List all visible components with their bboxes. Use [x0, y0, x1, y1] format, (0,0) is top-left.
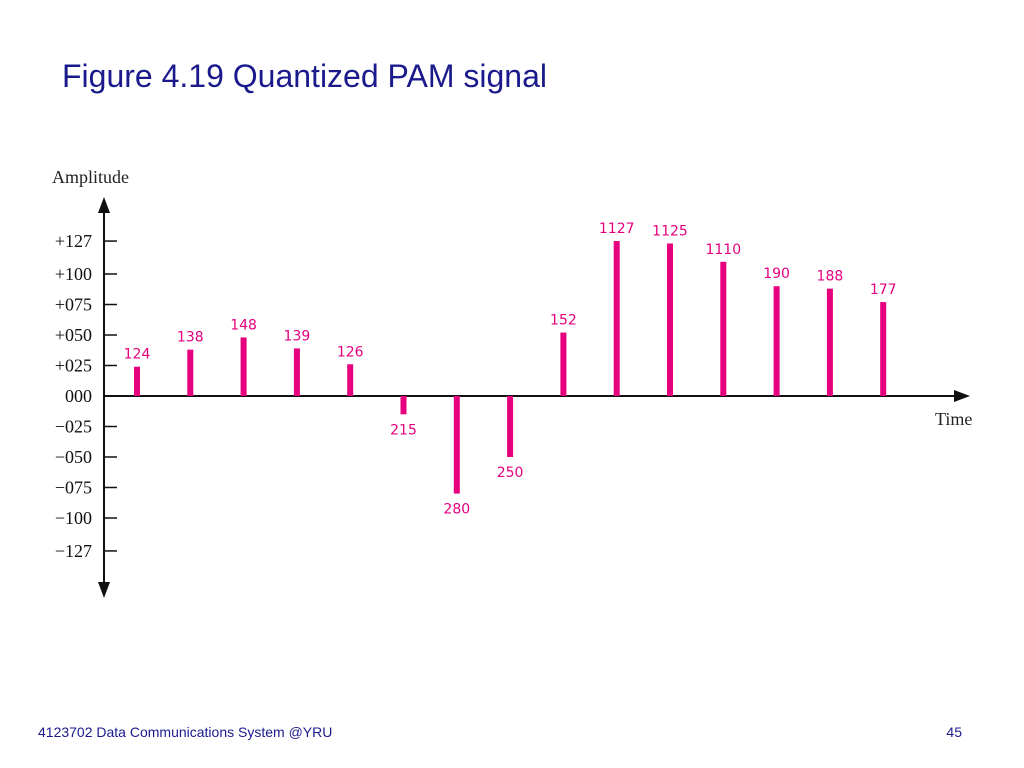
sample-label: 152 — [550, 313, 577, 329]
sample-bar — [773, 286, 780, 396]
y-axis-label: Amplitude — [52, 167, 129, 187]
y-tick-label: −100 — [55, 508, 92, 528]
sample-label: 215 — [390, 422, 417, 438]
sample-bar — [880, 302, 887, 396]
x-axis-label: Time — [935, 409, 972, 429]
sample-bar — [293, 348, 300, 396]
y-axis-arrow-down — [98, 582, 110, 598]
y-axis-arrow-up — [98, 197, 110, 213]
sample-bar — [560, 332, 567, 396]
axes — [98, 197, 970, 598]
sample-bar — [826, 288, 833, 396]
sample-bar — [400, 396, 407, 415]
y-tick-label: +100 — [55, 264, 92, 284]
y-tick-label: 000 — [65, 386, 92, 406]
sample-bar — [507, 396, 514, 457]
sample-label: 250 — [497, 465, 524, 481]
sample-bar — [667, 243, 673, 396]
y-tick-label: +050 — [55, 325, 92, 345]
sample-bars — [134, 241, 887, 494]
sample-label: 124 — [124, 347, 151, 363]
slide-title: Figure 4.19 Quantized PAM signal — [62, 58, 547, 94]
sample-bar — [720, 261, 727, 396]
sample-label: 1125 — [652, 224, 688, 240]
sample-label: 126 — [337, 344, 364, 360]
sample-bar — [187, 349, 194, 396]
y-tick-label: −025 — [55, 417, 92, 437]
sample-bar — [453, 396, 460, 494]
sample-bar — [347, 364, 354, 396]
sample-bar — [240, 337, 247, 396]
footer-course: 4123702 Data Communications System @YRU — [38, 724, 333, 740]
x-axis-arrow — [954, 390, 970, 402]
sample-label: 280 — [443, 502, 470, 518]
sample-labels: 124 138 148 139 126 215 280 250 152 1127 1125 1110 1… — [124, 221, 897, 518]
y-tick-label: −127 — [55, 541, 92, 561]
sample-bar — [134, 366, 140, 396]
sample-label: 188 — [817, 269, 844, 285]
y-tick-label: +127 — [55, 231, 92, 251]
y-tick-label: +025 — [55, 356, 92, 376]
y-ticks: +127 +100 +075 +050 +025 000 −025 −050 −075 −100 −… — [55, 231, 117, 561]
sample-bar — [613, 241, 620, 396]
sample-label: 1110 — [705, 242, 741, 258]
footer-page-number: 45 — [946, 724, 962, 740]
sample-label: 190 — [763, 266, 790, 282]
sample-label: 148 — [230, 317, 257, 333]
y-tick-label: −050 — [55, 447, 92, 467]
y-tick-label: −075 — [55, 478, 92, 498]
sample-label: 177 — [870, 282, 897, 298]
y-tick-label: +075 — [55, 295, 92, 315]
sample-label: 1127 — [599, 221, 635, 237]
sample-label: 138 — [177, 330, 204, 346]
sample-label: 139 — [284, 328, 311, 344]
